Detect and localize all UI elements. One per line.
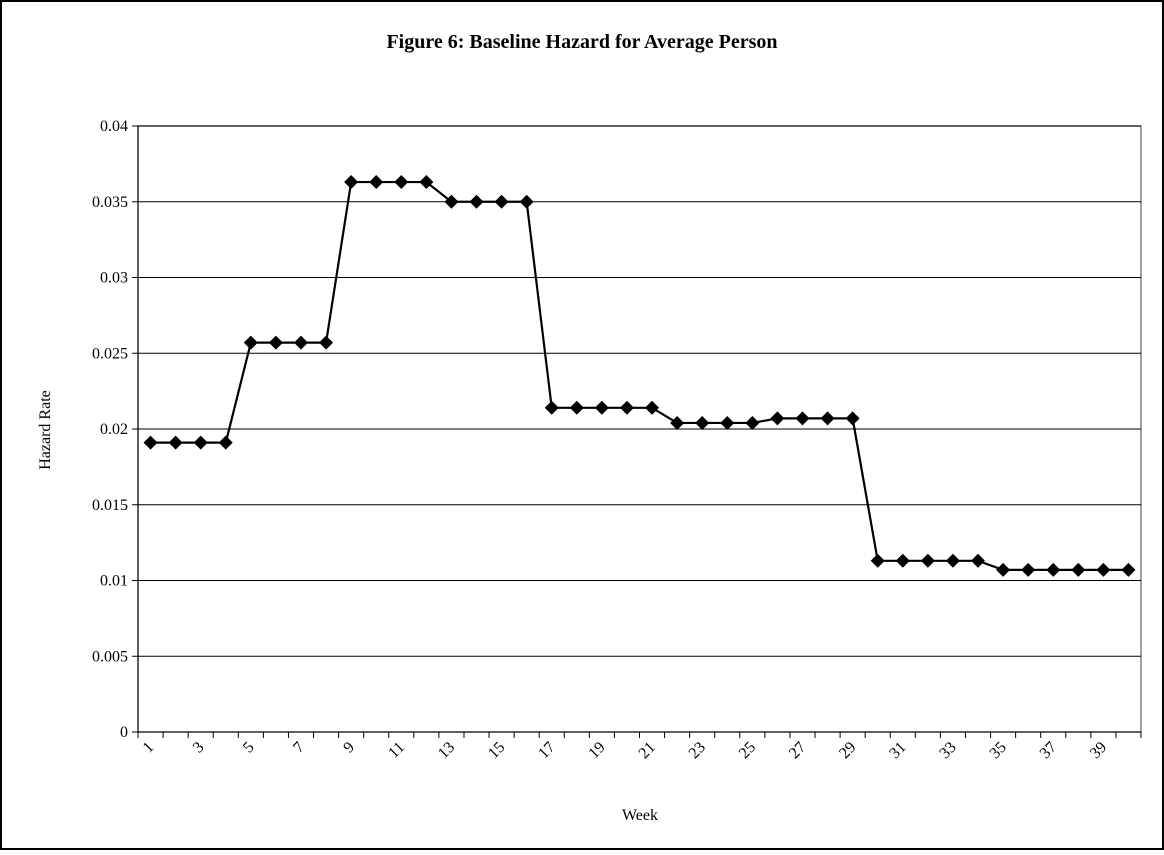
point-marker xyxy=(745,415,760,430)
y-tick-label: 0.04 xyxy=(100,118,128,135)
x-axis-label: Week xyxy=(622,807,658,824)
point-marker xyxy=(544,400,559,415)
point-marker xyxy=(971,553,986,568)
point-marker xyxy=(1071,562,1086,577)
point-marker xyxy=(143,435,158,450)
point-marker xyxy=(996,562,1011,577)
point-marker xyxy=(494,194,509,209)
point-marker xyxy=(519,194,534,209)
y-tick-label: 0.005 xyxy=(92,648,128,665)
point-marker xyxy=(645,400,660,415)
y-tick-label: 0.02 xyxy=(100,421,128,438)
point-marker xyxy=(720,415,735,430)
series-line xyxy=(150,180,1129,571)
point-marker xyxy=(845,411,860,426)
y-axis-label: Hazard Rate xyxy=(37,390,54,470)
point-marker xyxy=(394,175,409,190)
y-tick-label: 0.01 xyxy=(100,573,128,590)
point-marker xyxy=(795,411,810,426)
point-marker xyxy=(444,194,459,209)
point-marker xyxy=(670,415,685,430)
y-tick-label: 0.03 xyxy=(100,270,128,287)
point-marker xyxy=(870,553,885,568)
point-marker xyxy=(695,415,710,430)
y-tick-label: 0.035 xyxy=(92,194,128,211)
point-marker xyxy=(218,435,233,450)
point-marker xyxy=(419,175,434,190)
point-marker xyxy=(268,335,283,350)
y-tick-label: 0.015 xyxy=(92,497,128,514)
point-marker xyxy=(770,411,785,426)
point-marker xyxy=(1046,562,1061,577)
point-marker xyxy=(619,400,634,415)
point-marker xyxy=(1096,562,1111,577)
point-marker xyxy=(1121,562,1136,577)
point-marker xyxy=(293,335,308,350)
point-marker xyxy=(594,400,609,415)
point-marker xyxy=(193,435,208,450)
point-marker xyxy=(569,400,584,415)
point-marker xyxy=(369,175,384,190)
point-marker xyxy=(243,335,258,350)
point-marker xyxy=(895,553,910,568)
y-tick-label: 0.025 xyxy=(92,345,128,362)
y-tick-label: 0 xyxy=(120,724,128,741)
point-marker xyxy=(344,175,359,190)
point-marker xyxy=(319,335,334,350)
point-marker xyxy=(168,435,183,450)
chart-title: Figure 6: Baseline Hazard for Average Pe… xyxy=(386,31,777,53)
point-marker xyxy=(820,411,835,426)
point-marker xyxy=(1021,562,1036,577)
point-marker xyxy=(920,553,935,568)
point-marker xyxy=(469,194,484,209)
point-marker xyxy=(945,553,960,568)
